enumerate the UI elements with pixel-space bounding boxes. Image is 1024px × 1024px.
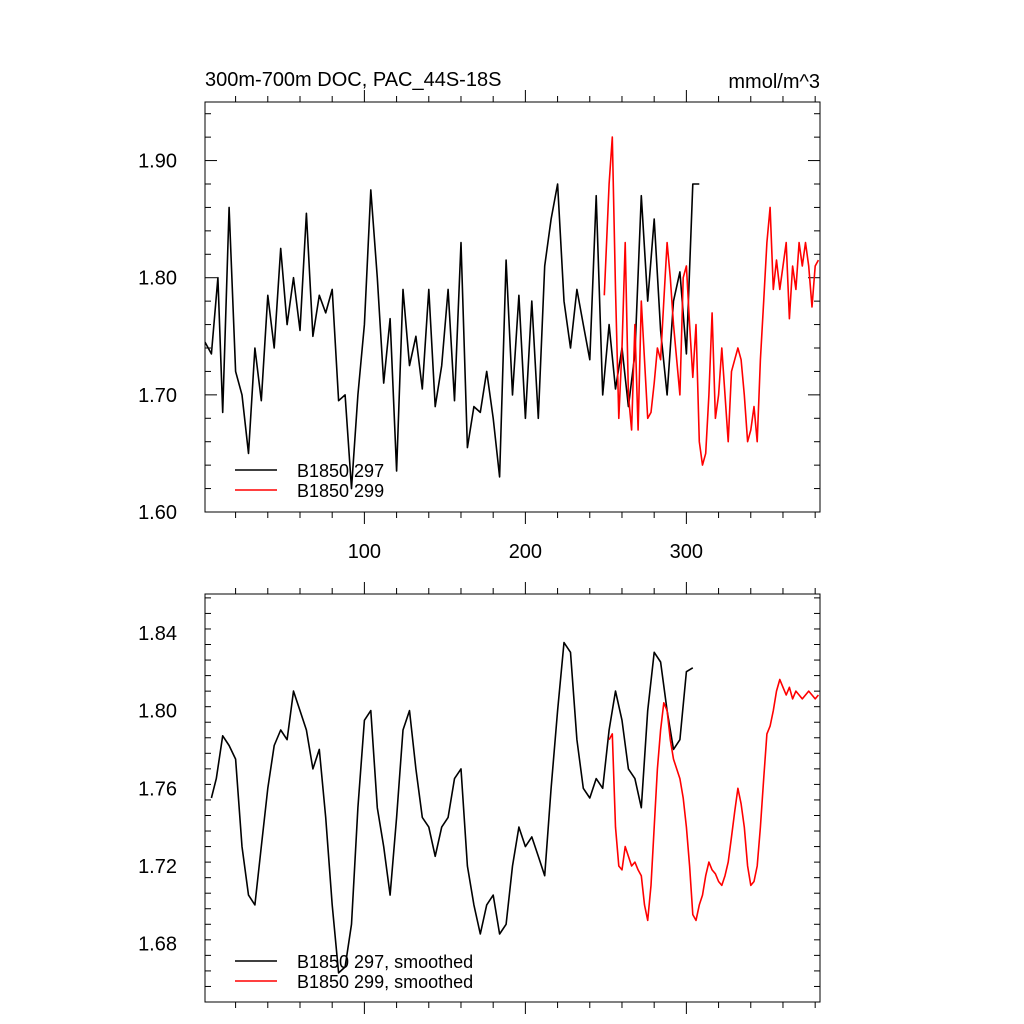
top-panel: 100 200 300 1.60 1.70 1.80 1.90 300m-700m DOC, … <box>138 69 821 563</box>
y-tick-label: 1.84 <box>138 623 177 645</box>
bottom-panel: 1.68 1.72 1.76 1.80 1.84 B1850 297, smoothedB… <box>138 582 821 1014</box>
y-tick-label: 1.72 <box>138 856 177 878</box>
legend-label: B1850 299 <box>297 481 384 501</box>
legend-label: B1850 297 <box>297 461 384 481</box>
plot-frame <box>204 593 821 1003</box>
y-tick-label: 1.80 <box>138 268 177 290</box>
x-tick-label: 100 <box>348 541 381 563</box>
series-line-black <box>210 641 694 974</box>
y-tick-label: 1.90 <box>138 151 177 173</box>
series-line-red <box>603 136 820 466</box>
plot-frame <box>204 101 821 513</box>
y-tick-label: 1.70 <box>138 385 177 407</box>
y-tick-label: 1.60 <box>138 502 177 524</box>
y-tick-label: 1.76 <box>138 778 177 800</box>
legend-label: B1850 299, smoothed <box>297 972 473 992</box>
x-tick-label: 300 <box>670 541 703 563</box>
x-tick-label: 200 <box>509 541 542 563</box>
series-line-black <box>205 183 700 490</box>
legend-label: B1850 297, smoothed <box>297 952 473 972</box>
series-line-red <box>608 678 820 922</box>
y-tick-label: 1.80 <box>138 701 177 723</box>
y-tick-label: 1.68 <box>138 934 177 956</box>
chart-title: 300m-700m DOC, PAC_44S-18S <box>205 69 501 91</box>
units-label: mmol/m^3 <box>728 71 820 93</box>
